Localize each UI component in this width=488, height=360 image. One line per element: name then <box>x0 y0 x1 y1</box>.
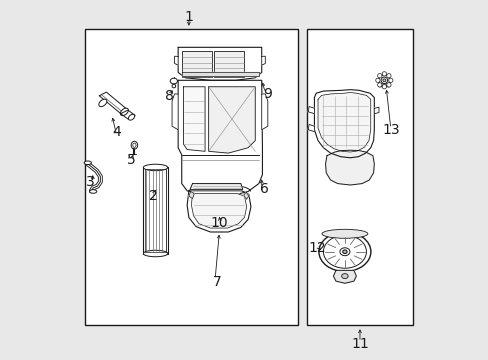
Polygon shape <box>178 80 262 196</box>
Ellipse shape <box>323 235 366 268</box>
Ellipse shape <box>318 232 370 271</box>
Polygon shape <box>333 270 356 283</box>
Text: 1: 1 <box>184 10 193 24</box>
Text: 5: 5 <box>126 153 135 167</box>
Text: 7: 7 <box>213 275 222 289</box>
Polygon shape <box>325 150 373 185</box>
Bar <box>214 51 244 77</box>
Polygon shape <box>99 92 128 114</box>
Text: 13: 13 <box>382 123 400 137</box>
Polygon shape <box>308 125 314 132</box>
Polygon shape <box>208 87 255 153</box>
Ellipse shape <box>377 73 381 78</box>
Bar <box>182 51 212 77</box>
Polygon shape <box>174 56 178 65</box>
Ellipse shape <box>133 143 136 147</box>
Polygon shape <box>373 107 378 114</box>
Polygon shape <box>190 184 242 190</box>
Polygon shape <box>308 107 314 114</box>
Ellipse shape <box>386 73 390 78</box>
Ellipse shape <box>120 108 128 116</box>
Polygon shape <box>261 56 265 65</box>
Ellipse shape <box>143 250 167 257</box>
Text: 3: 3 <box>86 175 95 189</box>
Ellipse shape <box>341 274 347 279</box>
Ellipse shape <box>382 72 386 76</box>
Ellipse shape <box>99 99 107 107</box>
Ellipse shape <box>131 141 137 149</box>
Polygon shape <box>183 87 204 151</box>
Bar <box>144 169 166 252</box>
Text: 12: 12 <box>308 241 325 255</box>
Polygon shape <box>191 194 246 228</box>
Text: 6: 6 <box>259 182 268 196</box>
Polygon shape <box>314 90 373 158</box>
Ellipse shape <box>128 114 134 120</box>
Ellipse shape <box>380 77 387 84</box>
Bar <box>143 167 167 253</box>
Polygon shape <box>378 84 389 87</box>
Ellipse shape <box>143 164 167 171</box>
Ellipse shape <box>170 78 177 84</box>
Ellipse shape <box>382 79 385 82</box>
Text: 11: 11 <box>350 337 368 351</box>
Ellipse shape <box>386 83 390 87</box>
Text: 4: 4 <box>112 125 121 139</box>
Ellipse shape <box>321 229 367 238</box>
Ellipse shape <box>89 190 97 193</box>
Bar <box>85 30 298 325</box>
Text: 10: 10 <box>210 216 228 230</box>
Text: 2: 2 <box>148 189 157 203</box>
Polygon shape <box>188 192 194 199</box>
Text: 9: 9 <box>263 87 272 101</box>
Ellipse shape <box>342 250 346 253</box>
Text: 8: 8 <box>164 89 173 103</box>
Ellipse shape <box>172 84 175 88</box>
Polygon shape <box>187 191 250 232</box>
Polygon shape <box>244 192 248 199</box>
Polygon shape <box>317 93 370 152</box>
Ellipse shape <box>388 78 392 82</box>
Ellipse shape <box>84 161 91 165</box>
Ellipse shape <box>339 248 349 256</box>
Polygon shape <box>261 94 267 130</box>
Polygon shape <box>178 47 261 80</box>
Ellipse shape <box>382 85 386 89</box>
Ellipse shape <box>377 83 381 87</box>
Bar <box>306 30 412 325</box>
Ellipse shape <box>375 78 379 82</box>
Polygon shape <box>182 72 258 76</box>
Polygon shape <box>121 110 135 119</box>
Polygon shape <box>172 94 178 130</box>
